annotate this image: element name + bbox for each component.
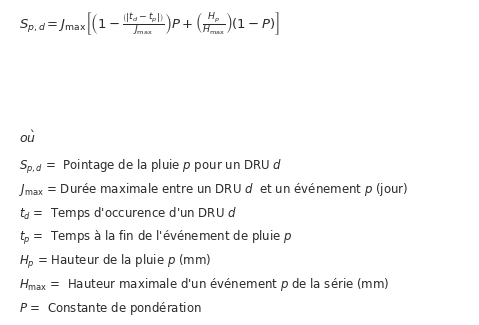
Text: $o\grave{u}$: $o\grave{u}$	[19, 130, 36, 146]
Text: $H_{\mathrm{max}}$ =  Hauteur maximale d'un événement $p$ de la série (mm): $H_{\mathrm{max}}$ = Hauteur maximale d'…	[19, 276, 389, 293]
Text: $H_p$ = Hauteur de la pluie $p$ (mm): $H_p$ = Hauteur de la pluie $p$ (mm)	[19, 253, 212, 270]
Text: $S_{p,d} = J_{\mathrm{max}}\left[\left(1 - \frac{\left(\left|t_d - t_p\right|\ri: $S_{p,d} = J_{\mathrm{max}}\left[\left(1…	[19, 10, 280, 36]
Text: $J_{\mathrm{max}}$ = Durée maximale entre un DRU $d$  et un événement $p$ (jour): $J_{\mathrm{max}}$ = Durée maximale entr…	[19, 181, 409, 198]
Text: $t_d$ =  Temps d'occurence d'un DRU $d$: $t_d$ = Temps d'occurence d'un DRU $d$	[19, 205, 237, 222]
Text: $t_p$ =  Temps à la fin de l'événement de pluie $p$: $t_p$ = Temps à la fin de l'événement de…	[19, 229, 293, 247]
Text: $S_{p,d}$ =  Pointage de la pluie $p$ pour un DRU $d$: $S_{p,d}$ = Pointage de la pluie $p$ pou…	[19, 158, 283, 176]
Text: $P$ =  Constante de pondération: $P$ = Constante de pondération	[19, 300, 202, 317]
